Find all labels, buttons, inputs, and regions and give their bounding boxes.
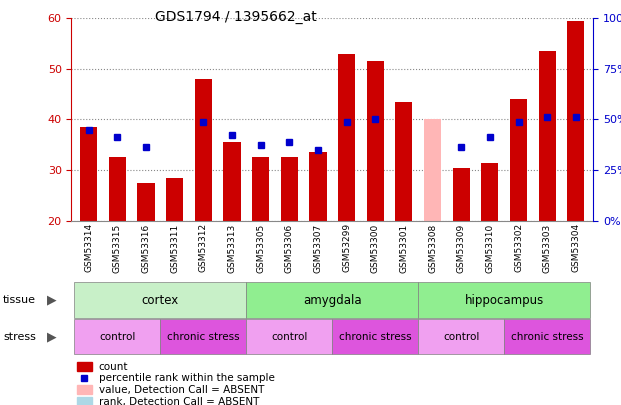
Bar bbox=[309, 152, 327, 221]
Text: GSM53300: GSM53300 bbox=[371, 223, 379, 273]
Text: control: control bbox=[271, 332, 307, 341]
Text: tissue: tissue bbox=[3, 295, 36, 305]
Text: GSM53313: GSM53313 bbox=[227, 223, 237, 273]
Text: value, Detection Call = ABSENT: value, Detection Call = ABSENT bbox=[99, 385, 264, 395]
Bar bbox=[160, 319, 247, 354]
Bar bbox=[538, 51, 556, 221]
Bar bbox=[424, 119, 441, 221]
Text: control: control bbox=[443, 332, 479, 341]
Text: GSM53306: GSM53306 bbox=[285, 223, 294, 273]
Text: GSM53309: GSM53309 bbox=[456, 223, 466, 273]
Bar bbox=[247, 282, 418, 318]
Text: control: control bbox=[99, 332, 135, 341]
Bar bbox=[76, 397, 93, 405]
Text: chronic stress: chronic stress bbox=[511, 332, 584, 341]
Text: GSM53305: GSM53305 bbox=[256, 223, 265, 273]
Text: GSM53301: GSM53301 bbox=[399, 223, 409, 273]
Text: rank, Detection Call = ABSENT: rank, Detection Call = ABSENT bbox=[99, 397, 259, 405]
Bar bbox=[510, 99, 527, 221]
Text: GSM53312: GSM53312 bbox=[199, 223, 208, 273]
Text: GSM53311: GSM53311 bbox=[170, 223, 179, 273]
Bar bbox=[80, 127, 97, 221]
Bar bbox=[75, 319, 160, 354]
Bar bbox=[366, 61, 384, 221]
Text: amygdala: amygdala bbox=[303, 294, 361, 307]
Text: GSM53308: GSM53308 bbox=[428, 223, 437, 273]
Text: count: count bbox=[99, 362, 128, 372]
Text: GSM53315: GSM53315 bbox=[113, 223, 122, 273]
Bar bbox=[453, 168, 470, 221]
Bar bbox=[504, 319, 590, 354]
Bar bbox=[418, 319, 504, 354]
Text: GDS1794 / 1395662_at: GDS1794 / 1395662_at bbox=[155, 10, 317, 24]
Text: GSM53304: GSM53304 bbox=[571, 223, 581, 273]
Text: hippocampus: hippocampus bbox=[465, 294, 544, 307]
Bar bbox=[396, 102, 412, 221]
Text: GSM53303: GSM53303 bbox=[543, 223, 551, 273]
Bar bbox=[247, 319, 332, 354]
Text: chronic stress: chronic stress bbox=[339, 332, 412, 341]
Text: GSM53310: GSM53310 bbox=[486, 223, 494, 273]
Bar bbox=[166, 178, 183, 221]
Text: ▶: ▶ bbox=[47, 330, 56, 343]
Bar bbox=[76, 362, 93, 371]
Bar bbox=[252, 158, 269, 221]
Text: percentile rank within the sample: percentile rank within the sample bbox=[99, 373, 274, 384]
Text: GSM53299: GSM53299 bbox=[342, 223, 351, 273]
Text: stress: stress bbox=[3, 332, 36, 341]
Text: GSM53314: GSM53314 bbox=[84, 223, 93, 273]
Bar bbox=[75, 282, 247, 318]
Text: cortex: cortex bbox=[142, 294, 179, 307]
Text: GSM53302: GSM53302 bbox=[514, 223, 523, 273]
Bar bbox=[281, 158, 298, 221]
Text: ▶: ▶ bbox=[47, 294, 56, 307]
Bar bbox=[332, 319, 418, 354]
Text: GSM53316: GSM53316 bbox=[142, 223, 150, 273]
Bar bbox=[194, 79, 212, 221]
Bar bbox=[137, 183, 155, 221]
Bar bbox=[567, 21, 584, 221]
Text: GSM53307: GSM53307 bbox=[314, 223, 322, 273]
Bar bbox=[76, 386, 93, 394]
Bar bbox=[224, 142, 240, 221]
Bar bbox=[418, 282, 590, 318]
Bar bbox=[481, 162, 499, 221]
Bar bbox=[338, 53, 355, 221]
Text: chronic stress: chronic stress bbox=[167, 332, 240, 341]
Bar bbox=[109, 158, 126, 221]
